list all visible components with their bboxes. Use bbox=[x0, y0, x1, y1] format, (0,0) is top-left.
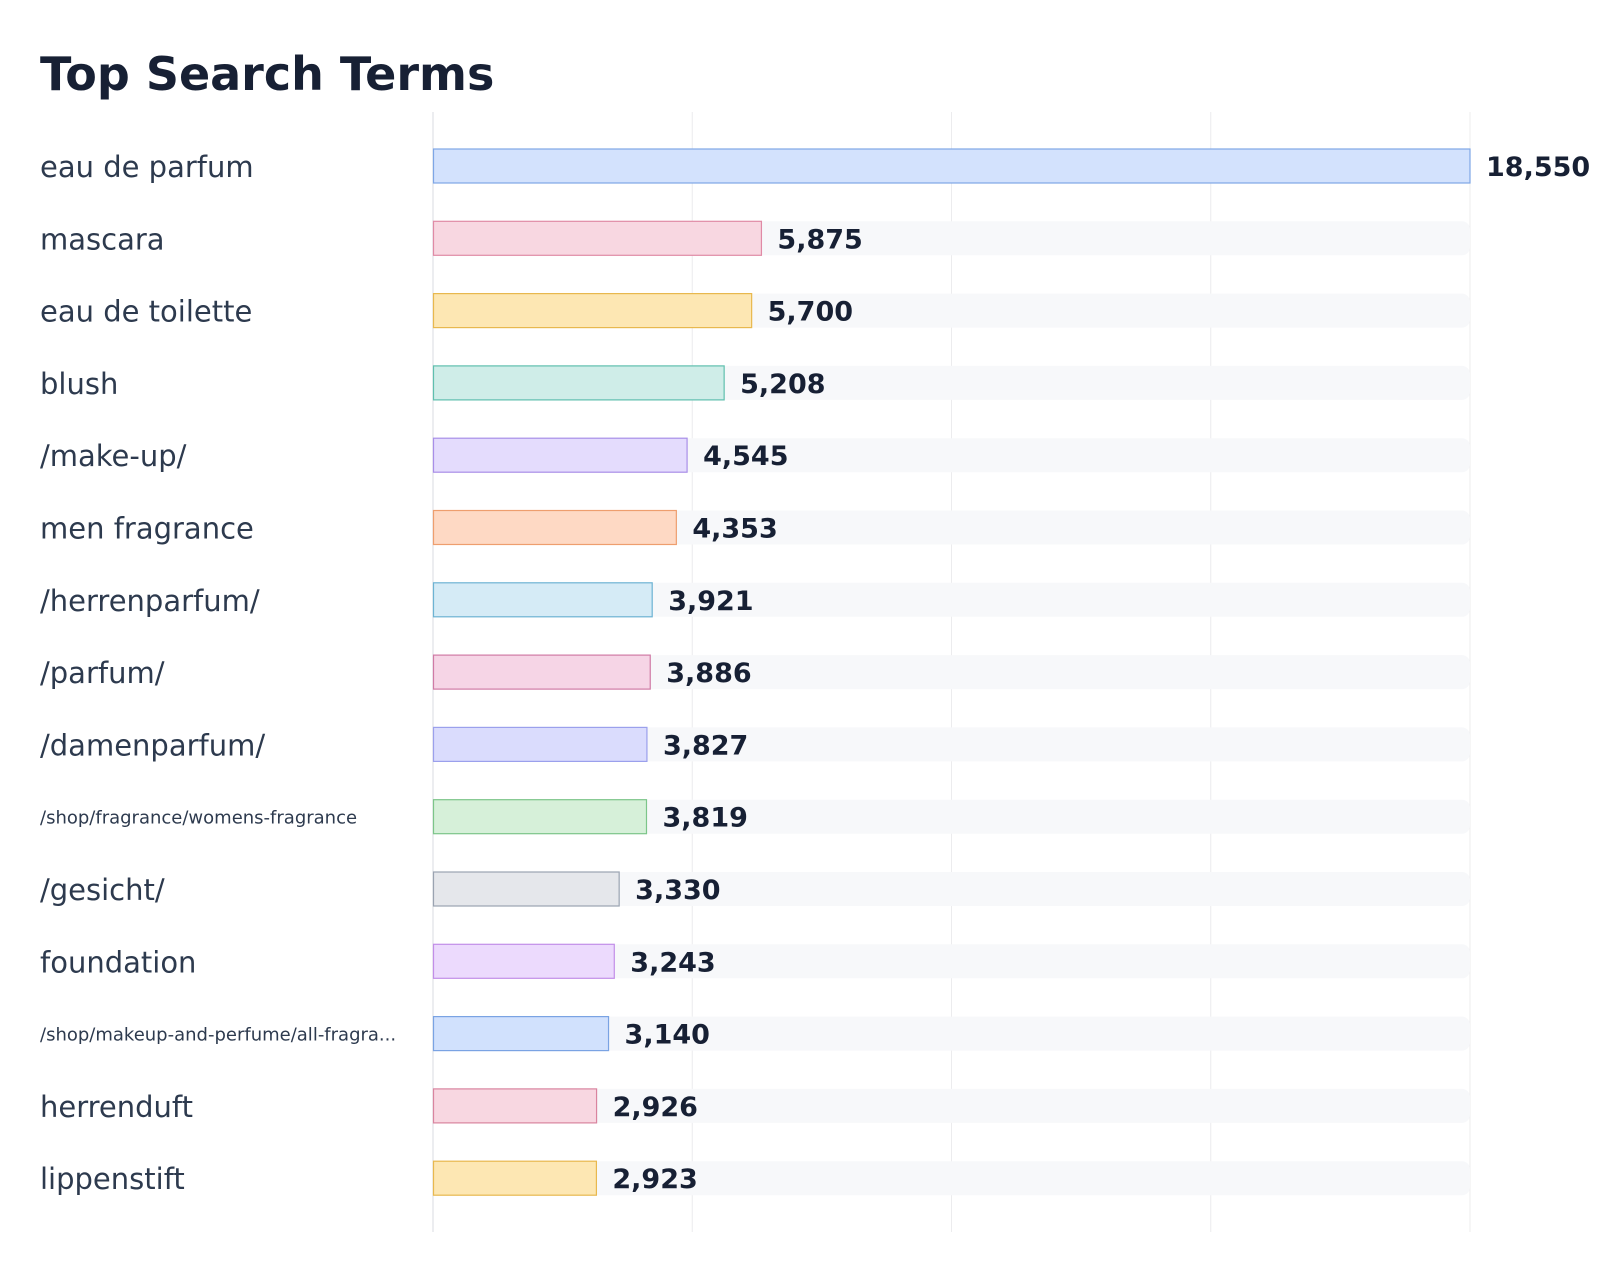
bar-track bbox=[433, 1161, 1470, 1196]
value-label: 5,700 bbox=[768, 297, 853, 328]
value-label: 3,921 bbox=[668, 586, 753, 617]
bar bbox=[432, 365, 725, 401]
bar bbox=[432, 293, 753, 329]
bar bbox=[432, 148, 1471, 184]
category-label: /gesicht/ bbox=[40, 873, 165, 907]
value-label: 3,243 bbox=[630, 947, 715, 978]
category-label: /make-up/ bbox=[40, 439, 187, 473]
category-label: /parfum/ bbox=[40, 656, 165, 690]
value-label: 3,140 bbox=[625, 1020, 710, 1051]
value-label: 5,208 bbox=[740, 369, 825, 400]
category-label: mascara bbox=[40, 222, 165, 256]
bar-track bbox=[433, 1016, 1470, 1051]
category-label: blush bbox=[40, 367, 118, 401]
value-labels: 18,550 5,875 5,700 5,208 4,545 4,353 3,921 3,88… bbox=[612, 152, 1590, 1195]
bar bbox=[432, 654, 651, 690]
category-label: /shop/makeup-and-perfume/all-fragra... bbox=[40, 1025, 396, 1046]
category-label: /herrenparfum/ bbox=[40, 584, 260, 618]
bar-track bbox=[433, 944, 1470, 979]
category-label: eau de toilette bbox=[40, 295, 252, 329]
category-label: men fragrance bbox=[40, 512, 254, 546]
chart-title: Top Search Terms bbox=[40, 47, 495, 101]
value-label: 5,875 bbox=[777, 224, 862, 255]
bar bbox=[432, 871, 620, 907]
bar-track bbox=[433, 799, 1470, 834]
bar bbox=[432, 220, 763, 256]
bar-track bbox=[433, 727, 1470, 762]
value-label: 18,550 bbox=[1486, 152, 1590, 183]
bar-track bbox=[433, 510, 1470, 545]
bar-track bbox=[433, 872, 1470, 906]
bar bbox=[432, 437, 688, 473]
bar bbox=[432, 1160, 598, 1196]
category-label: /damenparfum/ bbox=[40, 728, 265, 762]
category-label: eau de parfum bbox=[40, 150, 254, 184]
bar bbox=[432, 1088, 598, 1124]
value-label: 3,827 bbox=[663, 730, 748, 761]
bar bbox=[432, 1015, 610, 1052]
value-label: 3,886 bbox=[666, 658, 751, 689]
category-label: herrenduft bbox=[40, 1090, 193, 1124]
bar-track bbox=[433, 582, 1470, 617]
value-label: 4,353 bbox=[692, 514, 777, 545]
value-label: 4,545 bbox=[703, 441, 788, 472]
value-label: 2,926 bbox=[613, 1092, 698, 1123]
value-label: 3,819 bbox=[662, 803, 747, 834]
category-labels: eau de parfum mascara eau de toilette blush… bbox=[40, 150, 396, 1196]
bar bbox=[432, 726, 648, 763]
bar-track bbox=[433, 655, 1470, 690]
category-label: foundation bbox=[40, 945, 196, 979]
bar-track bbox=[433, 438, 1470, 473]
bar bbox=[432, 799, 648, 835]
bar bbox=[432, 943, 615, 979]
category-label: /shop/fragrance/womens-fragrance bbox=[40, 808, 357, 829]
bar-track bbox=[433, 1088, 1470, 1123]
category-label: lippenstift bbox=[40, 1162, 185, 1196]
value-label: 3,330 bbox=[635, 875, 720, 906]
bar bbox=[432, 582, 653, 618]
value-label: 2,923 bbox=[612, 1164, 697, 1195]
bar bbox=[432, 509, 677, 546]
bars bbox=[432, 148, 1471, 1196]
